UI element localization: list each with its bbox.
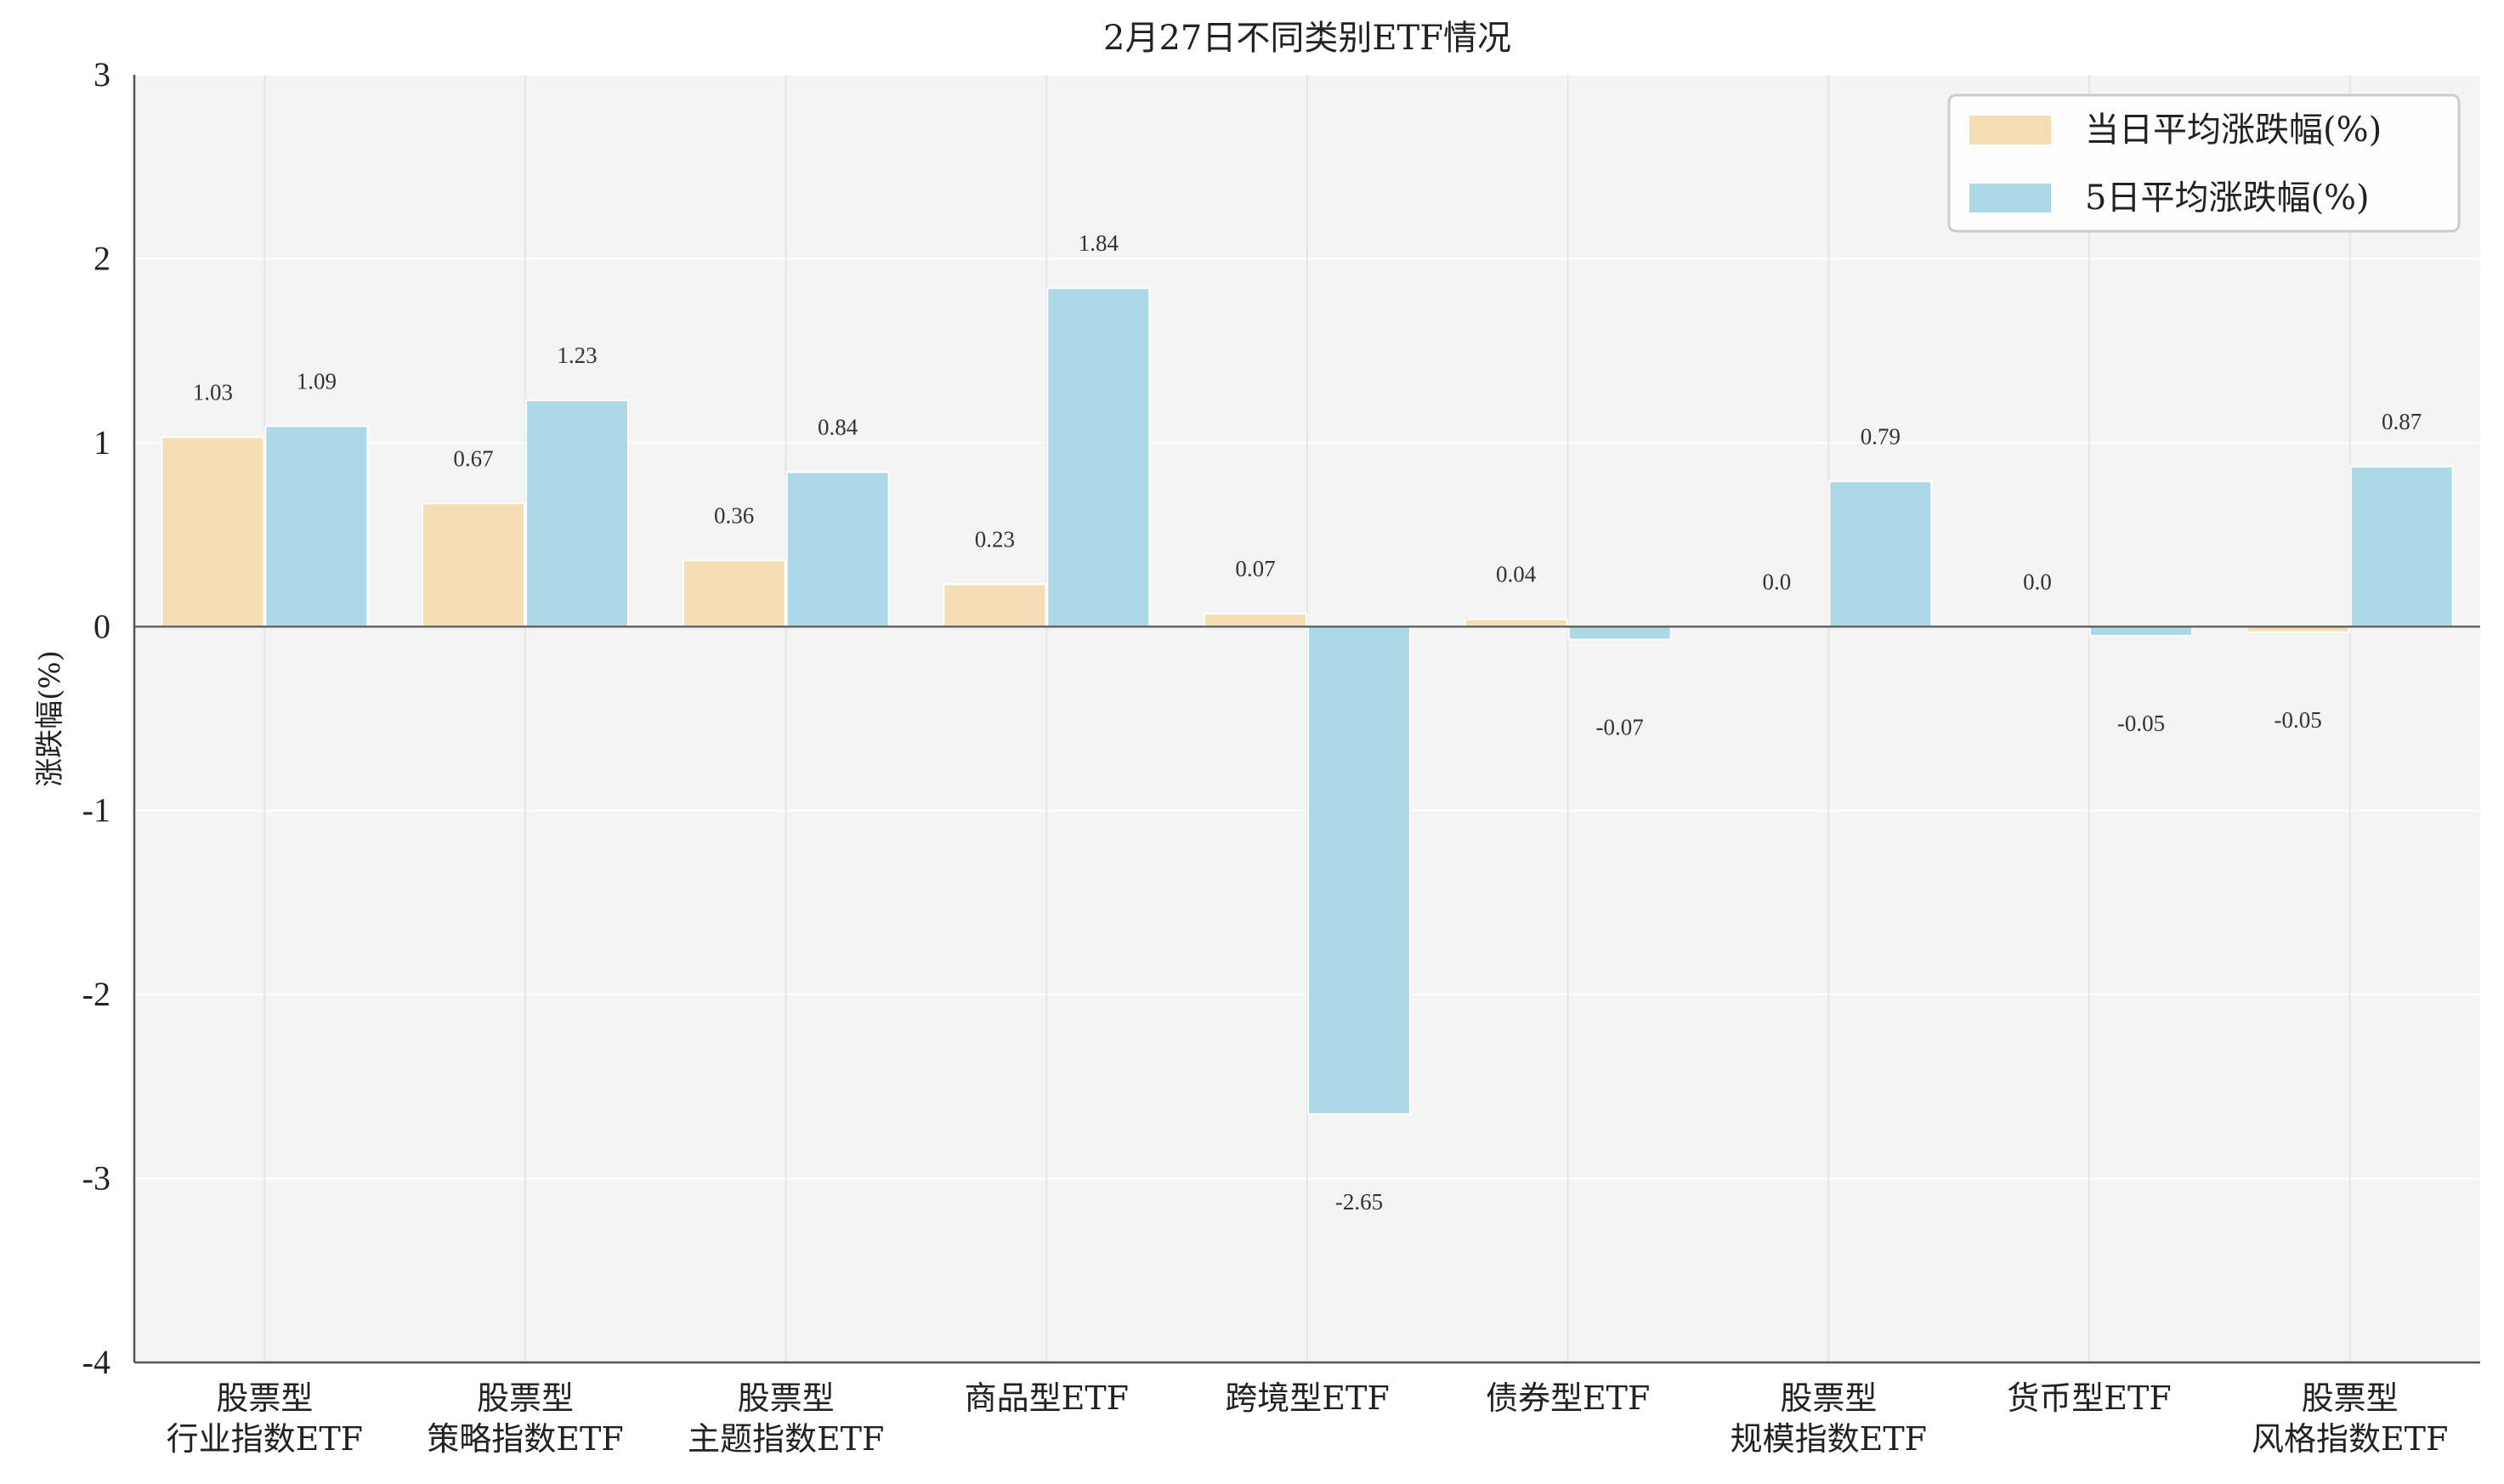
data-label: 0.0 — [2023, 569, 2052, 594]
x-tick-label: 股票型 — [1780, 1379, 1877, 1417]
data-label: 0.04 — [1496, 562, 1537, 587]
data-label: 0.36 — [714, 502, 754, 528]
y-tick-label: -1 — [82, 791, 110, 830]
bar-5day — [1828, 480, 1933, 628]
legend-label: 5日平均涨跌幅(%) — [2085, 178, 2370, 218]
chart-title: 2月27日不同类别ETF情况 — [1103, 19, 1511, 58]
data-label: 1.23 — [557, 343, 597, 368]
legend-swatch — [1969, 116, 2051, 144]
bar-5day — [785, 471, 890, 628]
bar-5day — [1307, 626, 1411, 1115]
bar-5day — [1567, 626, 1672, 641]
axes: -4-3-2-10123股票型行业指数ETF股票型策略指数ETF股票型主题指数E… — [82, 55, 2480, 1458]
x-tick-label: 行业指数ETF — [167, 1420, 363, 1458]
bar-5day — [1046, 287, 1151, 628]
bar-daily — [422, 502, 525, 628]
y-tick-label: -4 — [82, 1343, 110, 1381]
data-label: 0.84 — [818, 414, 858, 439]
y-axis-title: 涨跌幅(%) — [33, 650, 67, 787]
x-tick-label: 股票型 — [738, 1379, 835, 1417]
legend-box — [1947, 93, 2461, 233]
legend-swatch — [1969, 184, 2051, 212]
data-label: 0.23 — [975, 527, 1015, 552]
bar-5day — [525, 399, 629, 628]
x-tick-label: 货币型ETF — [2007, 1379, 2171, 1417]
bar-5day — [264, 425, 369, 628]
bar-5day — [2349, 465, 2454, 628]
bar-daily — [943, 583, 1047, 628]
data-label: 1.09 — [297, 368, 337, 394]
legend-label: 当日平均涨跌幅(%) — [2085, 110, 2382, 150]
x-tick-label: 商品型ETF — [965, 1379, 1129, 1417]
bar-daily — [161, 436, 265, 628]
y-tick-label: 2 — [93, 239, 110, 277]
y-tick-label: 0 — [93, 607, 110, 645]
bar-5day — [2089, 626, 2193, 637]
data-label: 1.03 — [193, 379, 233, 405]
data-label: -0.05 — [2117, 711, 2165, 736]
data-label: 0.67 — [453, 445, 493, 471]
bar-daily — [1464, 618, 1568, 628]
legend: 当日平均涨跌幅(%) 5日平均涨跌幅(%) — [1947, 93, 2461, 233]
bars — [161, 287, 2454, 1115]
y-tick-label: -3 — [82, 1159, 110, 1198]
data-label: 0.07 — [1235, 556, 1275, 581]
data-labels: 1.03 0.67 0.36 0.23 0.07 0.04 0.0 0.0 -0.05 1.09 1… — [193, 230, 2422, 1215]
x-tick-label: 主题指数ETF — [688, 1420, 884, 1458]
bar-daily — [1204, 613, 1307, 628]
x-tick-label: 风格指数ETF — [2252, 1420, 2448, 1458]
x-tick-label: 股票型 — [2302, 1379, 2399, 1417]
x-tick-label: 股票型 — [216, 1379, 313, 1417]
y-tick-label: -2 — [82, 975, 110, 1013]
bar-daily — [682, 559, 786, 628]
data-label: 0.0 — [1762, 569, 1791, 594]
y-tick-label: 1 — [93, 423, 110, 462]
x-tick-label: 股票型 — [477, 1379, 574, 1417]
data-label: -0.07 — [1596, 714, 1644, 739]
data-label: 1.84 — [1079, 230, 1119, 256]
x-tick-label: 规模指数ETF — [1731, 1420, 1927, 1458]
data-label: -0.05 — [2275, 707, 2322, 733]
data-label: 0.87 — [2382, 409, 2422, 434]
x-tick-label: 跨境型ETF — [1225, 1379, 1389, 1417]
y-tick-label: 3 — [93, 55, 110, 93]
x-tick-label: 策略指数ETF — [427, 1420, 623, 1458]
x-tick-label: 债券型ETF — [1486, 1379, 1650, 1417]
data-label: 0.79 — [1861, 423, 1901, 449]
data-label: -2.65 — [1335, 1189, 1383, 1215]
